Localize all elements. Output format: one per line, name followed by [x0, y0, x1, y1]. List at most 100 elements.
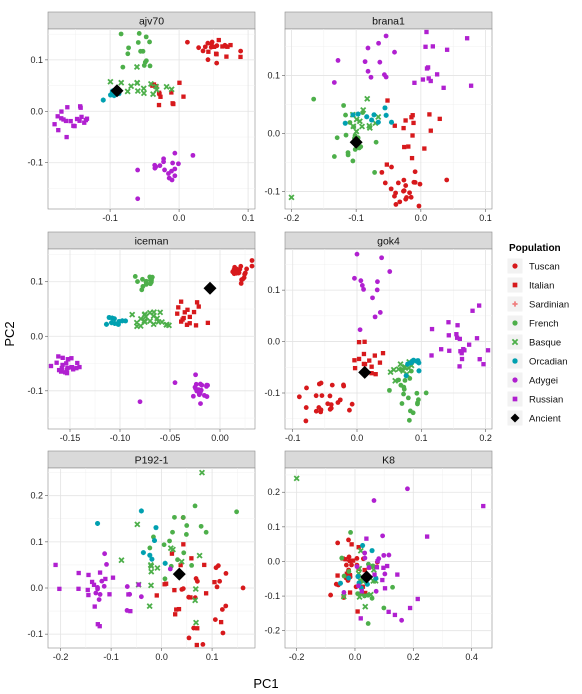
legend-title: Population — [509, 243, 561, 254]
data-point-french — [132, 274, 138, 279]
data-point-adygei — [377, 59, 383, 65]
data-point-russian — [97, 570, 103, 575]
data-point-tuscan — [214, 584, 220, 590]
data-point-italian — [176, 606, 182, 612]
data-point-russian — [425, 65, 431, 70]
data-point-french — [147, 39, 152, 45]
legend-key-french — [512, 320, 518, 326]
data-point-french — [184, 523, 190, 528]
data-point-tuscan — [244, 266, 250, 272]
x-tick-label: -0.05 — [160, 433, 181, 443]
data-point-russian — [95, 622, 100, 627]
data-point-adygei — [376, 40, 381, 46]
data-point-french — [399, 401, 405, 406]
data-point-tuscan — [205, 57, 211, 63]
y-tick-label: 0.1 — [267, 285, 280, 295]
data-point-italian — [173, 612, 178, 617]
legend-label: Basque — [529, 338, 561, 349]
data-point-french — [405, 395, 411, 401]
data-point-basque — [163, 321, 170, 328]
facet-title: ajv70 — [139, 16, 164, 28]
data-point-adygei — [371, 498, 377, 503]
data-point-italian — [369, 371, 374, 376]
x-tick-label: -0.2 — [284, 213, 300, 223]
data-point-russian — [477, 357, 482, 362]
data-point-italian — [335, 573, 340, 578]
data-point-tuscan — [313, 393, 319, 399]
points-layer — [53, 469, 246, 648]
data-point-russian — [420, 77, 426, 82]
data-point-italian — [174, 607, 179, 612]
y-tick-label: 0.2 — [30, 491, 43, 501]
data-point-tuscan — [303, 418, 309, 424]
data-point-italian — [220, 44, 225, 49]
data-point-orcadian — [369, 117, 375, 123]
data-point-adygei — [193, 372, 198, 378]
legend-label: Adygei — [529, 376, 558, 387]
data-point-adygei — [361, 286, 366, 292]
data-point-italian — [427, 112, 432, 117]
data-point-russian — [395, 572, 400, 577]
data-point-russian — [82, 120, 87, 125]
data-point-orcadian — [405, 361, 411, 367]
data-point-russian — [60, 362, 65, 368]
data-point-orcadian — [115, 321, 121, 327]
x-tick-label: 0.2 — [407, 652, 420, 662]
data-point-tuscan — [395, 180, 401, 186]
data-point-adygei — [167, 566, 173, 572]
data-point-adygei — [399, 617, 405, 623]
data-point-tuscan — [205, 40, 211, 46]
data-point-tuscan — [408, 194, 414, 200]
y-tick-label: -0.1 — [27, 629, 43, 639]
data-point-adygei — [97, 592, 103, 597]
legend-key-adygei — [512, 377, 518, 383]
data-point-orcadian — [411, 357, 417, 363]
data-point-french — [147, 545, 153, 551]
data-point-russian — [64, 134, 69, 140]
x-tick-label: -0.2 — [53, 652, 69, 662]
data-point-russian — [424, 534, 430, 539]
x-tick-label: 0.1 — [479, 213, 492, 223]
data-point-french — [311, 96, 317, 102]
data-point-basque — [168, 86, 175, 93]
data-point-french — [334, 135, 340, 141]
data-point-tuscan — [202, 44, 208, 50]
y-tick-label: 0.0 — [267, 129, 280, 139]
y-tick-label: 0.1 — [30, 537, 43, 547]
data-point-italian — [178, 299, 184, 304]
data-point-basque — [118, 557, 125, 564]
data-point-italian — [377, 360, 383, 365]
data-point-orcadian — [364, 114, 370, 120]
data-point-french — [234, 509, 240, 515]
data-point-russian — [441, 85, 446, 90]
data-point-orcadian — [375, 119, 381, 125]
data-point-russian — [83, 117, 89, 123]
data-point-tuscan — [349, 401, 355, 407]
data-point-basque — [356, 118, 363, 125]
data-point-tuscan — [403, 196, 409, 202]
y-tick-label: 0.1 — [30, 277, 43, 287]
data-point-basque — [124, 88, 131, 95]
data-point-french — [341, 573, 347, 579]
legend-key-orcadian — [512, 358, 518, 364]
data-point-italian — [409, 155, 415, 161]
data-point-french — [387, 387, 392, 393]
data-point-tuscan — [186, 635, 192, 641]
data-point-italian — [361, 351, 367, 357]
data-point-ancient — [203, 281, 217, 295]
data-point-italian — [212, 579, 217, 585]
data-point-adygei — [381, 552, 387, 558]
data-point-french — [140, 276, 145, 282]
data-point-adygei — [172, 166, 178, 172]
data-point-orcadian — [151, 538, 158, 544]
data-point-italian — [175, 311, 180, 316]
data-point-tuscan — [328, 592, 334, 598]
data-point-russian — [470, 308, 475, 313]
data-point-italian — [187, 321, 192, 326]
data-point-italian — [428, 128, 433, 133]
data-point-basque — [133, 63, 141, 71]
data-point-russian — [385, 563, 390, 569]
data-point-russian — [412, 80, 417, 85]
data-point-french — [148, 279, 154, 285]
x-tick-label: 0.0 — [351, 433, 364, 443]
